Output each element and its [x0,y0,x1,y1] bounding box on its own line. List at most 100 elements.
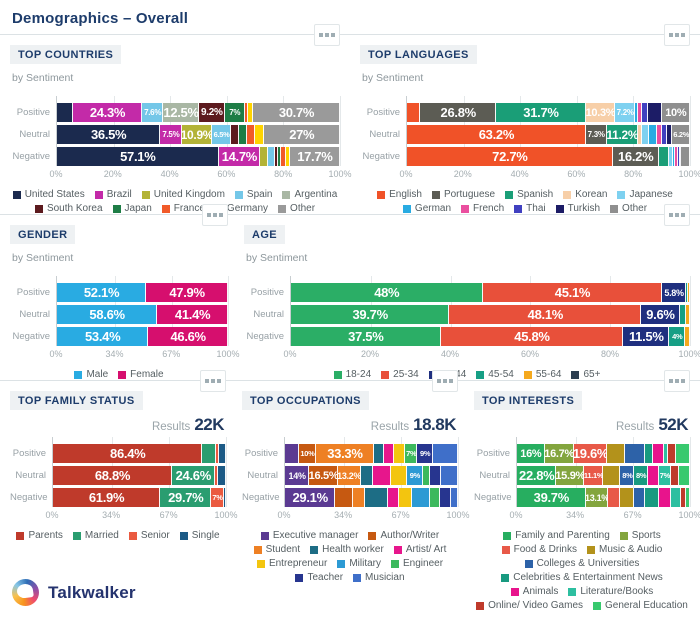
segment-celebrities-entertainment-news[interactable]: 8% [634,466,649,485]
legend-item-turkish[interactable]: Turkish [555,203,600,214]
segment-parents[interactable]: 61.9% [53,488,161,507]
segment-portuguese[interactable]: 7.3% [585,125,607,144]
segment-artist-art[interactable] [384,444,395,463]
segment-military[interactable]: 9% [407,466,423,485]
segment-brazil[interactable]: 14.7% [218,147,261,166]
segment-general-education[interactable] [685,488,690,507]
segment-online-video-games[interactable] [681,488,686,507]
legend-item-literature-books[interactable]: Literature/Books [568,586,653,597]
segment-35-44[interactable]: 5.8% [662,283,686,302]
legend-item-family-and-parenting[interactable]: Family and Parenting [503,530,610,541]
segment-english[interactable] [407,103,421,122]
legend-item-french[interactable]: French [461,203,504,214]
segment-united-kingdom[interactable]: 10.9% [181,125,213,144]
legend-item-united-states[interactable]: United States [12,189,85,200]
legend-item-japan[interactable]: Japan [112,203,152,214]
legend-item-entrepreneur[interactable]: Entrepreneur [256,558,327,569]
segment-korean[interactable]: 10.3% [585,103,615,122]
legend-item-parents[interactable]: Parents [16,530,63,541]
segment-female[interactable]: 41.4% [157,305,228,324]
segment-food-drinks[interactable] [608,488,620,507]
segment-spain[interactable] [267,147,275,166]
legend-item-colleges-universities[interactable]: Colleges & Universities [524,558,639,569]
panel-menu-button[interactable] [200,370,226,392]
legend-item-engineer[interactable]: Engineer [391,558,443,569]
panel-menu-button[interactable] [664,370,690,392]
legend-item-artist-art[interactable]: Artist/ Art [393,544,446,555]
legend-item-music-audio[interactable]: Music & Audio [586,544,662,555]
segment-food-drinks[interactable]: 19.6% [573,444,608,463]
segment-military[interactable] [412,488,431,507]
segment-colleges-universities[interactable] [625,444,645,463]
segment-german[interactable] [649,125,657,144]
legend-item-brazil[interactable]: Brazil [94,189,132,200]
segment-german[interactable] [635,103,639,122]
legend-item-18-24[interactable]: 18-24 [333,369,371,380]
segment-spanish[interactable]: 31.7% [496,103,586,122]
panel-menu-button[interactable] [664,24,690,46]
legend-item-korean[interactable]: Korean [563,189,607,200]
segment-artist-art[interactable] [388,488,400,507]
segment-south-korea[interactable]: 9.2% [198,103,225,122]
segment-colleges-universities[interactable]: 8% [620,466,635,485]
segment-south-korea[interactable] [230,125,239,144]
segment-other[interactable] [681,147,690,166]
segment-literature-books[interactable] [664,444,669,463]
legend-item-student[interactable]: Student [253,544,300,555]
segment-married[interactable] [202,444,217,463]
legend-item-argentina[interactable]: Argentina [282,189,337,200]
legend-item-teacher[interactable]: Teacher [295,572,343,583]
legend-item-45-54[interactable]: 45-54 [476,369,514,380]
segment-25-34[interactable]: 48.1% [449,305,642,324]
segment-germany[interactable] [286,147,290,166]
segment-united-kingdom[interactable] [260,147,268,166]
segment-55-64[interactable] [685,305,690,324]
segment-united-states[interactable]: 36.5% [57,125,161,144]
segment-author-writer[interactable] [335,488,354,507]
segment-south-korea[interactable] [274,147,279,166]
segment-married[interactable]: 29.7% [160,488,212,507]
segment-portuguese[interactable]: 16.2% [612,147,659,166]
segment-engineer[interactable]: 7% [405,444,418,463]
segment-france[interactable] [244,103,249,122]
segment-male[interactable]: 53.4% [57,327,149,346]
legend-item-animals[interactable]: Animals [510,586,558,597]
segment-japan[interactable]: 7% [224,103,245,122]
segment-japanese[interactable] [669,147,673,166]
segment-artist-art[interactable] [372,466,391,485]
segment-other[interactable]: 6.2% [672,125,690,144]
segment-english[interactable]: 63.2% [407,125,586,144]
legend-item-author-writer[interactable]: Author/Writer [368,530,439,541]
segment-japan[interactable] [238,125,248,144]
legend-item-25-34[interactable]: 25-34 [381,369,419,380]
segment-author-writer[interactable]: 10% [298,444,317,463]
segment-other[interactable]: 27% [263,125,340,144]
segment-family-and-parenting[interactable]: 16% [517,444,545,463]
legend-item-other[interactable]: Other [278,203,315,214]
legend-item-female[interactable]: Female [118,369,164,380]
segment-portuguese[interactable]: 26.8% [420,103,497,122]
segment-35-44[interactable]: 9.6% [641,305,680,324]
segment-18-24[interactable]: 39.7% [291,305,450,324]
segment-french[interactable] [638,103,643,122]
segment-sports[interactable]: 13.1% [585,488,609,507]
legend-item-executive-manager[interactable]: Executive manager [260,530,358,541]
segment-spanish[interactable]: 11.2% [606,125,639,144]
segment-animals[interactable] [648,466,659,485]
segment-celebrities-entertainment-news[interactable] [645,444,653,463]
segment-35-44[interactable]: 11.5% [623,327,670,346]
segment-family-and-parenting[interactable]: 39.7% [517,488,586,507]
segment-music-audio[interactable] [607,444,626,463]
segment-student[interactable]: 33.3% [316,444,374,463]
legend-item-general-education[interactable]: General Education [593,600,688,611]
segment-spanish[interactable] [658,147,670,166]
segment-other[interactable]: 30.7% [253,103,340,122]
segment-entrepreneur[interactable] [394,444,406,463]
segment-french[interactable] [674,147,679,166]
segment-male[interactable]: 52.1% [57,283,147,302]
segment-literature-books[interactable]: 7% [658,466,671,485]
segment-teacher[interactable]: 9% [417,444,433,463]
segment-literature-books[interactable] [671,488,682,507]
segment-german[interactable] [672,147,675,166]
segment-argentina[interactable]: 12.5% [163,103,199,122]
